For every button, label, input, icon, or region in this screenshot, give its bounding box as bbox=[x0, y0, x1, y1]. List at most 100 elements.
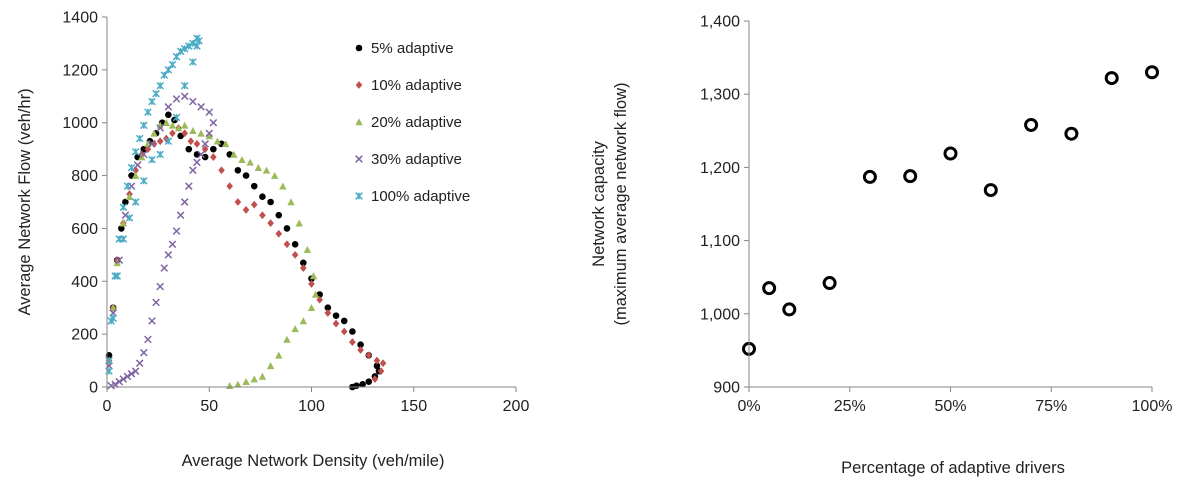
data-point bbox=[1064, 126, 1079, 141]
data-point bbox=[197, 129, 205, 137]
data-point bbox=[332, 319, 340, 328]
data-point bbox=[259, 193, 266, 201]
data-point bbox=[176, 47, 185, 56]
data-point bbox=[131, 367, 140, 375]
data-point bbox=[119, 375, 128, 383]
y-tick-label: 0 bbox=[89, 380, 98, 397]
data-point bbox=[148, 140, 156, 148]
data-point bbox=[349, 338, 356, 346]
data-point bbox=[279, 182, 287, 190]
data-point bbox=[164, 103, 173, 111]
data-point bbox=[283, 240, 291, 249]
legend-marker bbox=[355, 118, 363, 126]
data-point bbox=[164, 137, 173, 146]
data-point bbox=[377, 367, 385, 376]
data-point bbox=[115, 256, 124, 264]
legend-item-5-adaptive: 5% adaptive bbox=[355, 40, 454, 57]
data-point bbox=[150, 139, 158, 148]
data-point bbox=[258, 372, 267, 380]
data-point bbox=[172, 113, 181, 122]
data-point bbox=[197, 103, 205, 111]
data-point bbox=[246, 158, 254, 166]
left-plot-area bbox=[105, 34, 387, 391]
series-20-adaptive bbox=[105, 119, 320, 389]
data-point bbox=[181, 121, 189, 129]
legend-label: 10% adaptive bbox=[371, 77, 462, 94]
data-point bbox=[176, 211, 185, 220]
data-point bbox=[254, 163, 263, 171]
data-point bbox=[234, 166, 242, 174]
data-point bbox=[184, 182, 193, 190]
data-point bbox=[365, 378, 373, 386]
x-tick-label: 100% bbox=[1132, 398, 1173, 415]
data-point bbox=[300, 264, 307, 272]
data-point bbox=[172, 52, 181, 61]
data-point bbox=[152, 298, 160, 307]
legend-marker bbox=[355, 155, 363, 163]
data-point bbox=[332, 312, 340, 319]
data-point bbox=[189, 39, 197, 48]
data-point bbox=[197, 150, 205, 159]
data-point bbox=[201, 140, 209, 148]
data-point bbox=[275, 351, 283, 359]
data-point bbox=[291, 250, 299, 259]
data-point bbox=[181, 129, 189, 138]
data-point bbox=[238, 156, 246, 164]
x-tick-label: 100 bbox=[298, 398, 325, 415]
legend-item-10-adaptive: 10% adaptive bbox=[355, 77, 462, 94]
data-point bbox=[139, 177, 148, 185]
y-tick-label: 1000 bbox=[62, 115, 98, 132]
data-point bbox=[152, 89, 160, 98]
y-tick-label: 1,100 bbox=[700, 233, 740, 250]
data-point bbox=[135, 134, 144, 143]
x-tick-label: 0% bbox=[737, 398, 760, 415]
series-30-adaptive bbox=[105, 92, 218, 390]
data-point bbox=[267, 198, 274, 206]
data-point bbox=[303, 245, 312, 253]
data-point bbox=[340, 317, 348, 325]
data-point bbox=[299, 317, 308, 325]
data-point bbox=[250, 200, 258, 209]
data-point bbox=[125, 193, 134, 201]
data-point bbox=[324, 309, 332, 317]
data-point bbox=[131, 198, 140, 206]
right-axes: 0% 25% 50% 75% 100% 900 1,000 1,100 1,200 1,300 1,… bbox=[700, 14, 1173, 416]
data-point bbox=[201, 153, 209, 161]
data-point bbox=[169, 129, 176, 138]
data-point bbox=[275, 229, 283, 238]
data-point bbox=[164, 66, 173, 74]
x-tick-label: 150 bbox=[400, 398, 427, 415]
x-tick-label: 50 bbox=[200, 398, 218, 415]
data-point bbox=[307, 304, 316, 312]
data-point bbox=[287, 198, 295, 206]
data-point bbox=[234, 198, 242, 206]
y-tick-label: 1,000 bbox=[700, 306, 740, 323]
legend-label: 100% adaptive bbox=[371, 188, 470, 205]
y-tick-label: 1,400 bbox=[700, 14, 740, 31]
data-point bbox=[185, 145, 193, 153]
data-point bbox=[121, 211, 130, 220]
legend-label: 20% adaptive bbox=[371, 114, 462, 131]
data-point bbox=[270, 171, 279, 179]
data-point bbox=[156, 150, 165, 159]
data-point bbox=[283, 225, 291, 232]
data-point bbox=[903, 169, 918, 184]
data-point bbox=[144, 335, 152, 344]
flow-density-chart: 0 50 100 150 200 0 200 400 600 800 1000 1200 1400 5%… bbox=[16, 10, 529, 471]
y-tick-label: 1,200 bbox=[700, 160, 740, 177]
data-point bbox=[180, 44, 189, 53]
data-point bbox=[123, 372, 132, 381]
data-point bbox=[150, 129, 158, 137]
data-point bbox=[1024, 117, 1039, 132]
legend-marker bbox=[355, 192, 363, 200]
legend-label: 5% adaptive bbox=[371, 40, 454, 57]
data-point bbox=[119, 235, 128, 243]
data-point bbox=[357, 341, 364, 349]
capacity-series bbox=[742, 65, 1159, 356]
data-point bbox=[266, 362, 275, 370]
data-point bbox=[172, 227, 181, 235]
y-tick-label: 1400 bbox=[62, 10, 98, 27]
series-5-adaptive bbox=[105, 111, 383, 391]
data-point bbox=[242, 172, 250, 179]
series-10-adaptive bbox=[105, 124, 387, 383]
